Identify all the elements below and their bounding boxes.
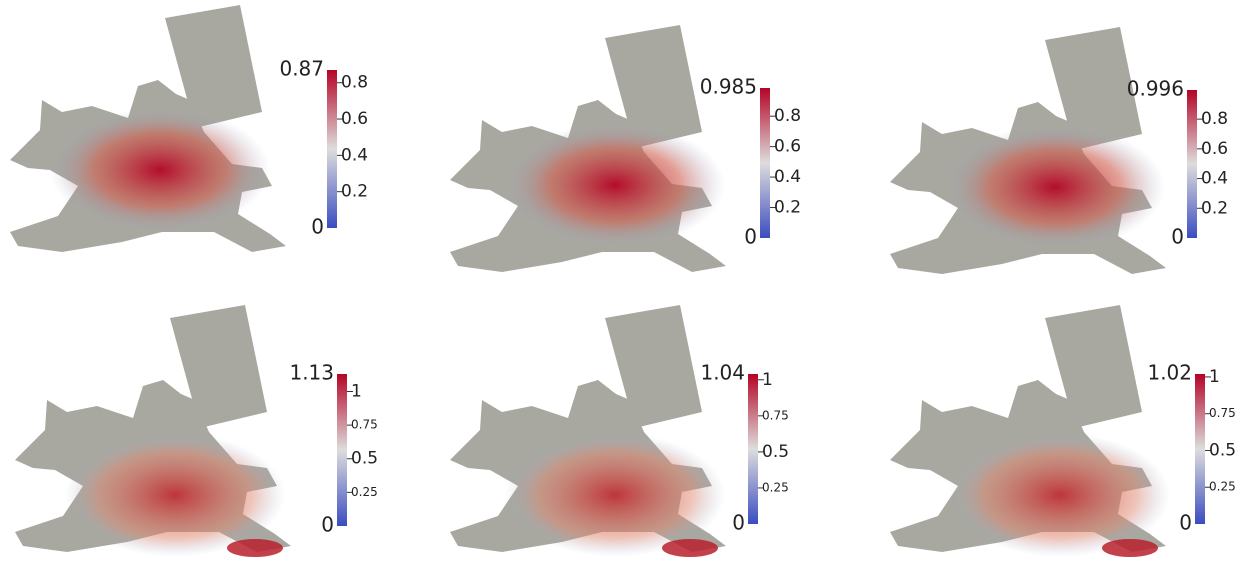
- page: 0.87 0 0.2 0.4 0.6 0.8 0.985 0 0.2 0.4 0.6 0.8 0.996…: [0, 0, 1248, 569]
- colorbar-tick-label: 0.25: [351, 485, 378, 499]
- colorbar-min-label: 0: [321, 513, 334, 537]
- vector-field: [227, 539, 283, 557]
- vector-field: [50, 108, 270, 232]
- colorbar-tick-label: 0.6: [1201, 139, 1228, 159]
- panel: [450, 305, 726, 557]
- vector-field: [65, 433, 285, 557]
- vector-field: [505, 433, 725, 557]
- colorbar-tick-label: 0.5: [762, 442, 789, 462]
- panel: [10, 5, 286, 252]
- colorbar-tick-label: 0.75: [762, 408, 789, 422]
- colorbar: [760, 88, 770, 238]
- vector-field: [505, 123, 725, 247]
- colorbar-max-label: 0.985: [700, 75, 757, 99]
- colorbar: [1187, 90, 1197, 238]
- colorbar: [327, 70, 337, 228]
- colorbar: [748, 374, 758, 524]
- colorbar-tick-label: 0.8: [774, 106, 801, 126]
- colorbar: [1195, 374, 1205, 524]
- vector-field: [1102, 539, 1158, 557]
- colorbar-max-label: 1.13: [289, 361, 334, 385]
- panel: [890, 27, 1166, 274]
- colorbar-min-label: 0: [1171, 225, 1184, 249]
- colorbar-tick-label: 0.2: [1201, 198, 1228, 218]
- colorbar-tick-label: 1: [351, 381, 362, 401]
- colorbar-tick-label: 0.6: [774, 137, 801, 157]
- colorbar-tick-label: 0.2: [774, 198, 801, 218]
- panel: [890, 305, 1170, 557]
- colorbar-tick-label: 0.4: [1201, 169, 1228, 189]
- colorbar-tick-label: 0.5: [1209, 440, 1236, 460]
- colorbar-tick-label: 0.8: [341, 73, 368, 93]
- colorbar-tick-label: 1: [762, 370, 773, 390]
- colorbar-tick-label: 0.8: [1201, 109, 1228, 129]
- colorbar: [337, 374, 347, 526]
- colorbar-tick-label: 0.2: [341, 182, 368, 202]
- vector-field: [950, 433, 1170, 557]
- colorbar-tick-label: 1: [1209, 367, 1220, 387]
- panel: [15, 305, 291, 557]
- colorbar-tick-label: 0.5: [351, 449, 378, 469]
- colorbar-tick-label: 0.4: [774, 167, 801, 187]
- colorbar-max-label: 1.04: [700, 361, 745, 385]
- colorbar-tick-label: 0.6: [341, 109, 368, 129]
- colorbar-tick-label: 0.25: [762, 480, 789, 494]
- panel: [450, 25, 726, 272]
- colorbar-max-label: 0.87: [279, 57, 324, 81]
- colorbar-tick-label: 0.4: [341, 145, 368, 165]
- colorbar-min-label: 0: [311, 215, 324, 239]
- colorbar-max-label: 0.996: [1127, 77, 1184, 101]
- figure: 0.87 0 0.2 0.4 0.6 0.8 0.985 0 0.2 0.4 0.6 0.8 0.996…: [0, 0, 1248, 569]
- colorbar-tick-label: 0.25: [1209, 480, 1236, 494]
- colorbar-min-label: 0: [732, 511, 745, 535]
- colorbar-min-label: 0: [744, 225, 757, 249]
- vector-field: [662, 539, 718, 557]
- colorbar-max-label: 1.02: [1147, 361, 1192, 385]
- vector-field: [945, 125, 1165, 249]
- colorbar-tick-label: 0.75: [351, 418, 378, 432]
- colorbar-min-label: 0: [1179, 511, 1192, 535]
- colorbar-tick-label: 0.75: [1209, 406, 1236, 420]
